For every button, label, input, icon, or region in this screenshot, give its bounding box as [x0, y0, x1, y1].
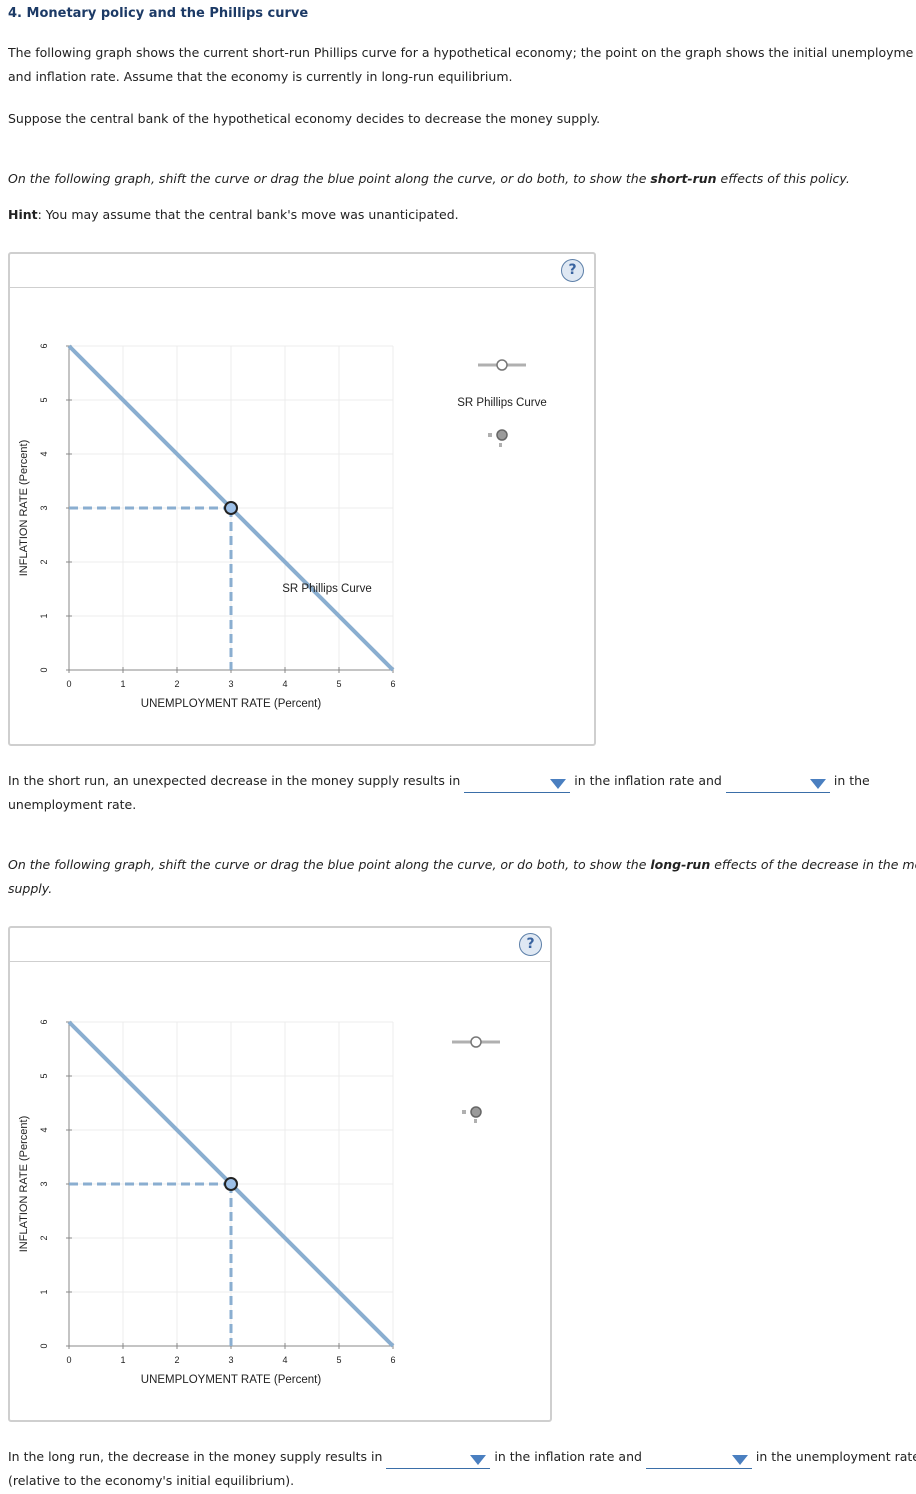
y-tick-label: 5 [39, 397, 49, 402]
x-tick-label: 3 [228, 679, 233, 689]
y-tick-label: 4 [39, 451, 49, 456]
q1-inflation-dropdown[interactable] [464, 773, 571, 793]
x-tick-label: 4 [282, 1355, 287, 1365]
x-tick-label: 5 [336, 679, 341, 689]
q1-instruction-pre: On the following graph, shift the curve … [8, 171, 651, 186]
x-tick-label: 0 [66, 679, 71, 689]
equilibrium-point[interactable] [224, 1177, 238, 1191]
legend-curve-label: SR Phillips Curve [457, 397, 546, 409]
y-tick-label: 2 [39, 559, 49, 564]
q2-sentence-part2: in the inflation rate and [494, 1449, 642, 1464]
y-tick-label: 6 [39, 1019, 49, 1024]
y-tick-label: 4 [39, 1127, 49, 1132]
q2-instruction-line2: supply. [8, 881, 53, 896]
legend-curve-handle-icon [496, 359, 508, 371]
legend-point-tool[interactable] [488, 429, 508, 447]
q2-unemployment-dropdown[interactable] [645, 1449, 752, 1469]
graph-panel-2-toolbar [10, 928, 550, 962]
q2-sentence-line2: (relative to the economy's initial equil… [8, 1473, 295, 1488]
q1-hint: Hint: You may assume that the central ba… [8, 203, 914, 227]
legend-point-guide-v-icon [474, 1119, 477, 1123]
chart-2: 0 1 2 3 4 5 6 0 1 2 3 4 5 6 UNEMPLOYMENT RATE (Percen… [18, 1019, 500, 1386]
y-tick-label: 6 [39, 343, 49, 348]
graph-panel-1-toolbar [10, 254, 594, 288]
legend-point-guide-h-icon [462, 1110, 466, 1114]
q2-instruction: On the following graph, shift the curve … [8, 853, 916, 877]
dropdown-arrow-icon [809, 779, 826, 789]
x-tick-label: 1 [120, 1355, 125, 1365]
chart-1: 0 1 2 3 4 5 6 0 1 2 3 4 5 6 SR Phillips Curve UNEMPLO… [18, 343, 547, 710]
help-button-2[interactable]: ? [519, 933, 542, 956]
y-axis-label: INFLATION RATE (Percent) [18, 440, 30, 577]
q2-answer-sentence: In the long run, the decrease in the mon… [8, 1445, 916, 1469]
x-tick-label: 2 [174, 1355, 179, 1365]
q1-sentence-line2: unemployment rate. [8, 797, 137, 812]
dropdown-arrow-icon [470, 1455, 487, 1465]
dropdown-arrow-icon [550, 779, 567, 789]
q1-answer-sentence: In the short run, an unexpected decrease… [8, 769, 914, 793]
y-tick-label: 3 [39, 505, 49, 510]
q2-sentence-part3: in the unemployment rate [755, 1449, 916, 1464]
q1-sentence-part1: In the short run, an unexpected decrease… [8, 773, 461, 788]
x-tick-label: 5 [336, 1355, 341, 1365]
q1-sentence-part3: in the [833, 773, 870, 788]
hint-text: : You may assume that the central bank's… [37, 207, 459, 222]
graph-panel-2: ? [8, 926, 552, 1422]
q2-instruction-bold: long-run [650, 857, 711, 872]
x-tick-label: 0 [66, 1355, 71, 1365]
q1-unemployment-dropdown[interactable] [725, 773, 830, 793]
y-tick-label: 5 [39, 1073, 49, 1078]
x-axis-label: UNEMPLOYMENT RATE (Percent) [141, 1374, 322, 1386]
q2-instruction-post: effects of the decrease in the money [714, 857, 916, 872]
graph-panel-1: ? [8, 252, 596, 746]
x-tick-label: 6 [390, 1355, 395, 1365]
x-tick-label: 2 [174, 679, 179, 689]
page-title: 4. Monetary policy and the Phillips curv… [8, 6, 309, 21]
sr-phillips-curve-label: SR Phillips Curve [282, 583, 371, 595]
legend-point-icon [470, 1106, 482, 1118]
q1-instruction: On the following graph, shift the curve … [8, 167, 914, 191]
legend-curve-handle-icon [470, 1036, 482, 1048]
scenario-text: Suppose the central bank of the hypothet… [8, 111, 601, 126]
q2-instruction-pre: On the following graph, shift the curve … [8, 857, 651, 872]
x-tick-label: 4 [282, 679, 287, 689]
q2-sentence-part1: In the long run, the decrease in the mon… [8, 1449, 383, 1464]
y-tick-label: 0 [39, 667, 49, 672]
y-axis-label: INFLATION RATE (Percent) [18, 1116, 30, 1253]
y-tick-label: 0 [39, 1343, 49, 1348]
y-tick-label: 2 [39, 1235, 49, 1240]
chart-1-guides [69, 506, 233, 670]
x-tick-label: 6 [390, 679, 395, 689]
intro-text: The following graph shows the current sh… [8, 41, 914, 89]
y-tick-label: 3 [39, 1181, 49, 1186]
equilibrium-point[interactable] [224, 501, 238, 515]
intro-line-1: The following graph shows the current sh… [8, 45, 914, 60]
q1-sentence-part2: in the inflation rate and [574, 773, 722, 788]
help-button-1[interactable]: ? [561, 259, 584, 282]
chart-2-axes: 0 1 2 3 4 5 6 0 1 2 3 4 5 6 [39, 1019, 396, 1365]
chart-2-guides [69, 1182, 233, 1346]
legend-point-icon [496, 429, 508, 441]
x-tick-label: 1 [120, 679, 125, 689]
q1-instruction-post: effects of this policy. [716, 171, 850, 186]
q2-inflation-dropdown[interactable] [386, 1449, 491, 1469]
legend-point-guide-v-icon [499, 443, 502, 447]
x-axis-label: UNEMPLOYMENT RATE (Percent) [141, 698, 322, 710]
y-tick-label: 1 [39, 613, 49, 618]
hint-label: Hint [8, 207, 38, 222]
legend-curve-tool[interactable] [452, 1036, 500, 1048]
legend-point-tool[interactable] [462, 1106, 482, 1123]
x-tick-label: 3 [228, 1355, 233, 1365]
chart-1-grid [69, 345, 394, 670]
y-tick-label: 1 [39, 1289, 49, 1294]
intro-line-2: and inflation rate. Assume that the econ… [8, 69, 513, 84]
dropdown-arrow-icon [731, 1455, 748, 1465]
q1-instruction-bold: short-run [650, 171, 717, 186]
legend-curve-tool[interactable] [478, 359, 526, 371]
legend-point-guide-h-icon [488, 433, 492, 437]
